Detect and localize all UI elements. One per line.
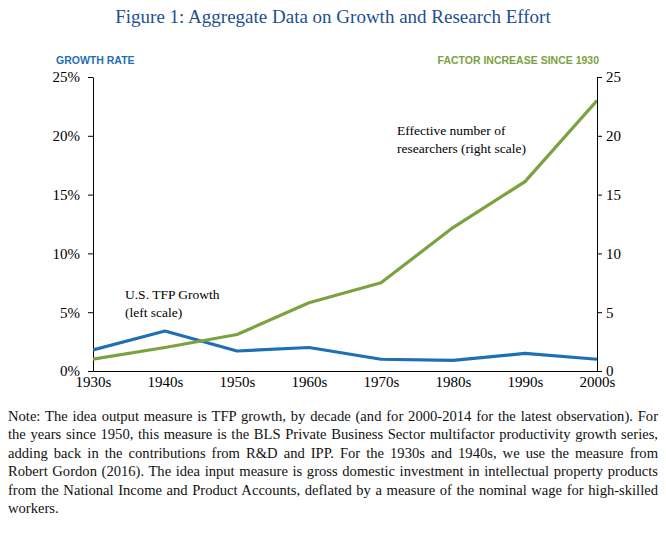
tick-mark: [597, 371, 602, 372]
annotation: Effective number of: [397, 123, 506, 138]
plot-area: [93, 101, 597, 361]
x-axis-line: [94, 371, 598, 372]
tick-label: 20: [606, 128, 621, 144]
tick-mark: [88, 312, 93, 313]
y2-axis-line: [597, 78, 598, 372]
y-axis-line: [93, 78, 94, 372]
tick-mark: [597, 312, 602, 313]
tick-label: 1980s: [436, 374, 472, 390]
tick-label: 2000s: [580, 374, 616, 390]
note: Note: The idea output measure is TFP gro…: [8, 407, 658, 517]
tick-label: 15%: [53, 187, 81, 203]
y2-axis: 0510152025: [597, 69, 621, 379]
tick: 25%: [53, 69, 94, 85]
tick-label: 25: [606, 69, 621, 85]
x-axis: 1930s 1940s 1950s 1960s 1970s 1980s 1990s 2000s: [76, 371, 616, 390]
tick-label: 1960s: [292, 374, 328, 390]
tick-label: 1990s: [508, 374, 544, 390]
tick: 15: [597, 187, 621, 203]
tick: 1940s: [148, 371, 184, 390]
tick-label: 1930s: [76, 374, 112, 390]
tick: 1930s: [76, 371, 112, 390]
tick: 1990s: [508, 371, 544, 390]
tick-label: 10: [606, 246, 621, 262]
tick-mark: [597, 195, 602, 196]
tick-label: 1950s: [220, 374, 256, 390]
annotation: researchers (right scale): [397, 141, 526, 156]
tick: 5%: [60, 305, 93, 321]
tick-label: 15: [606, 187, 621, 203]
chart-title: Figure 1: Aggregate Data on Growth and R…: [115, 6, 551, 27]
series-line: [93, 101, 597, 360]
tick-label: 1940s: [148, 374, 184, 390]
tick: 15%: [53, 187, 94, 203]
tick: 1980s: [436, 371, 472, 390]
annotation: (left scale): [125, 305, 182, 320]
tick-mark: [88, 371, 93, 372]
tick-mark: [88, 253, 93, 254]
tick-label: 5: [606, 305, 614, 321]
tick: 1950s: [220, 371, 256, 390]
tick-mark: [88, 77, 93, 78]
tick-label: 10%: [53, 246, 81, 262]
tick-label: 1970s: [364, 374, 400, 390]
tick-mark: [597, 253, 602, 254]
annotation: U.S. TFP Growth: [125, 287, 220, 302]
tick: 5: [597, 305, 614, 321]
y-axis: 0%5%10%15%20%25%: [53, 69, 94, 379]
tick-label: 20%: [53, 128, 81, 144]
y-axis-title: GROWTH RATE: [56, 54, 135, 66]
tick-mark: [597, 136, 602, 137]
tick-mark: [88, 136, 93, 137]
tick: 20: [597, 128, 621, 144]
tick: 10: [597, 246, 621, 262]
tick-mark: [597, 77, 602, 78]
y2-axis-title: FACTOR INCREASE SINCE 1930: [438, 54, 600, 66]
tick: 10%: [53, 246, 94, 262]
tick-mark: [88, 195, 93, 196]
tick: 25: [597, 69, 621, 85]
tick-label: 25%: [53, 69, 81, 85]
tick: 1970s: [364, 371, 400, 390]
chart-root: Figure 1: Aggregate Data on Growth and R…: [0, 0, 666, 534]
tick-label: 5%: [60, 305, 80, 321]
tick: 1960s: [292, 371, 328, 390]
tick: 20%: [53, 128, 94, 144]
tick: 2000s: [580, 371, 616, 390]
